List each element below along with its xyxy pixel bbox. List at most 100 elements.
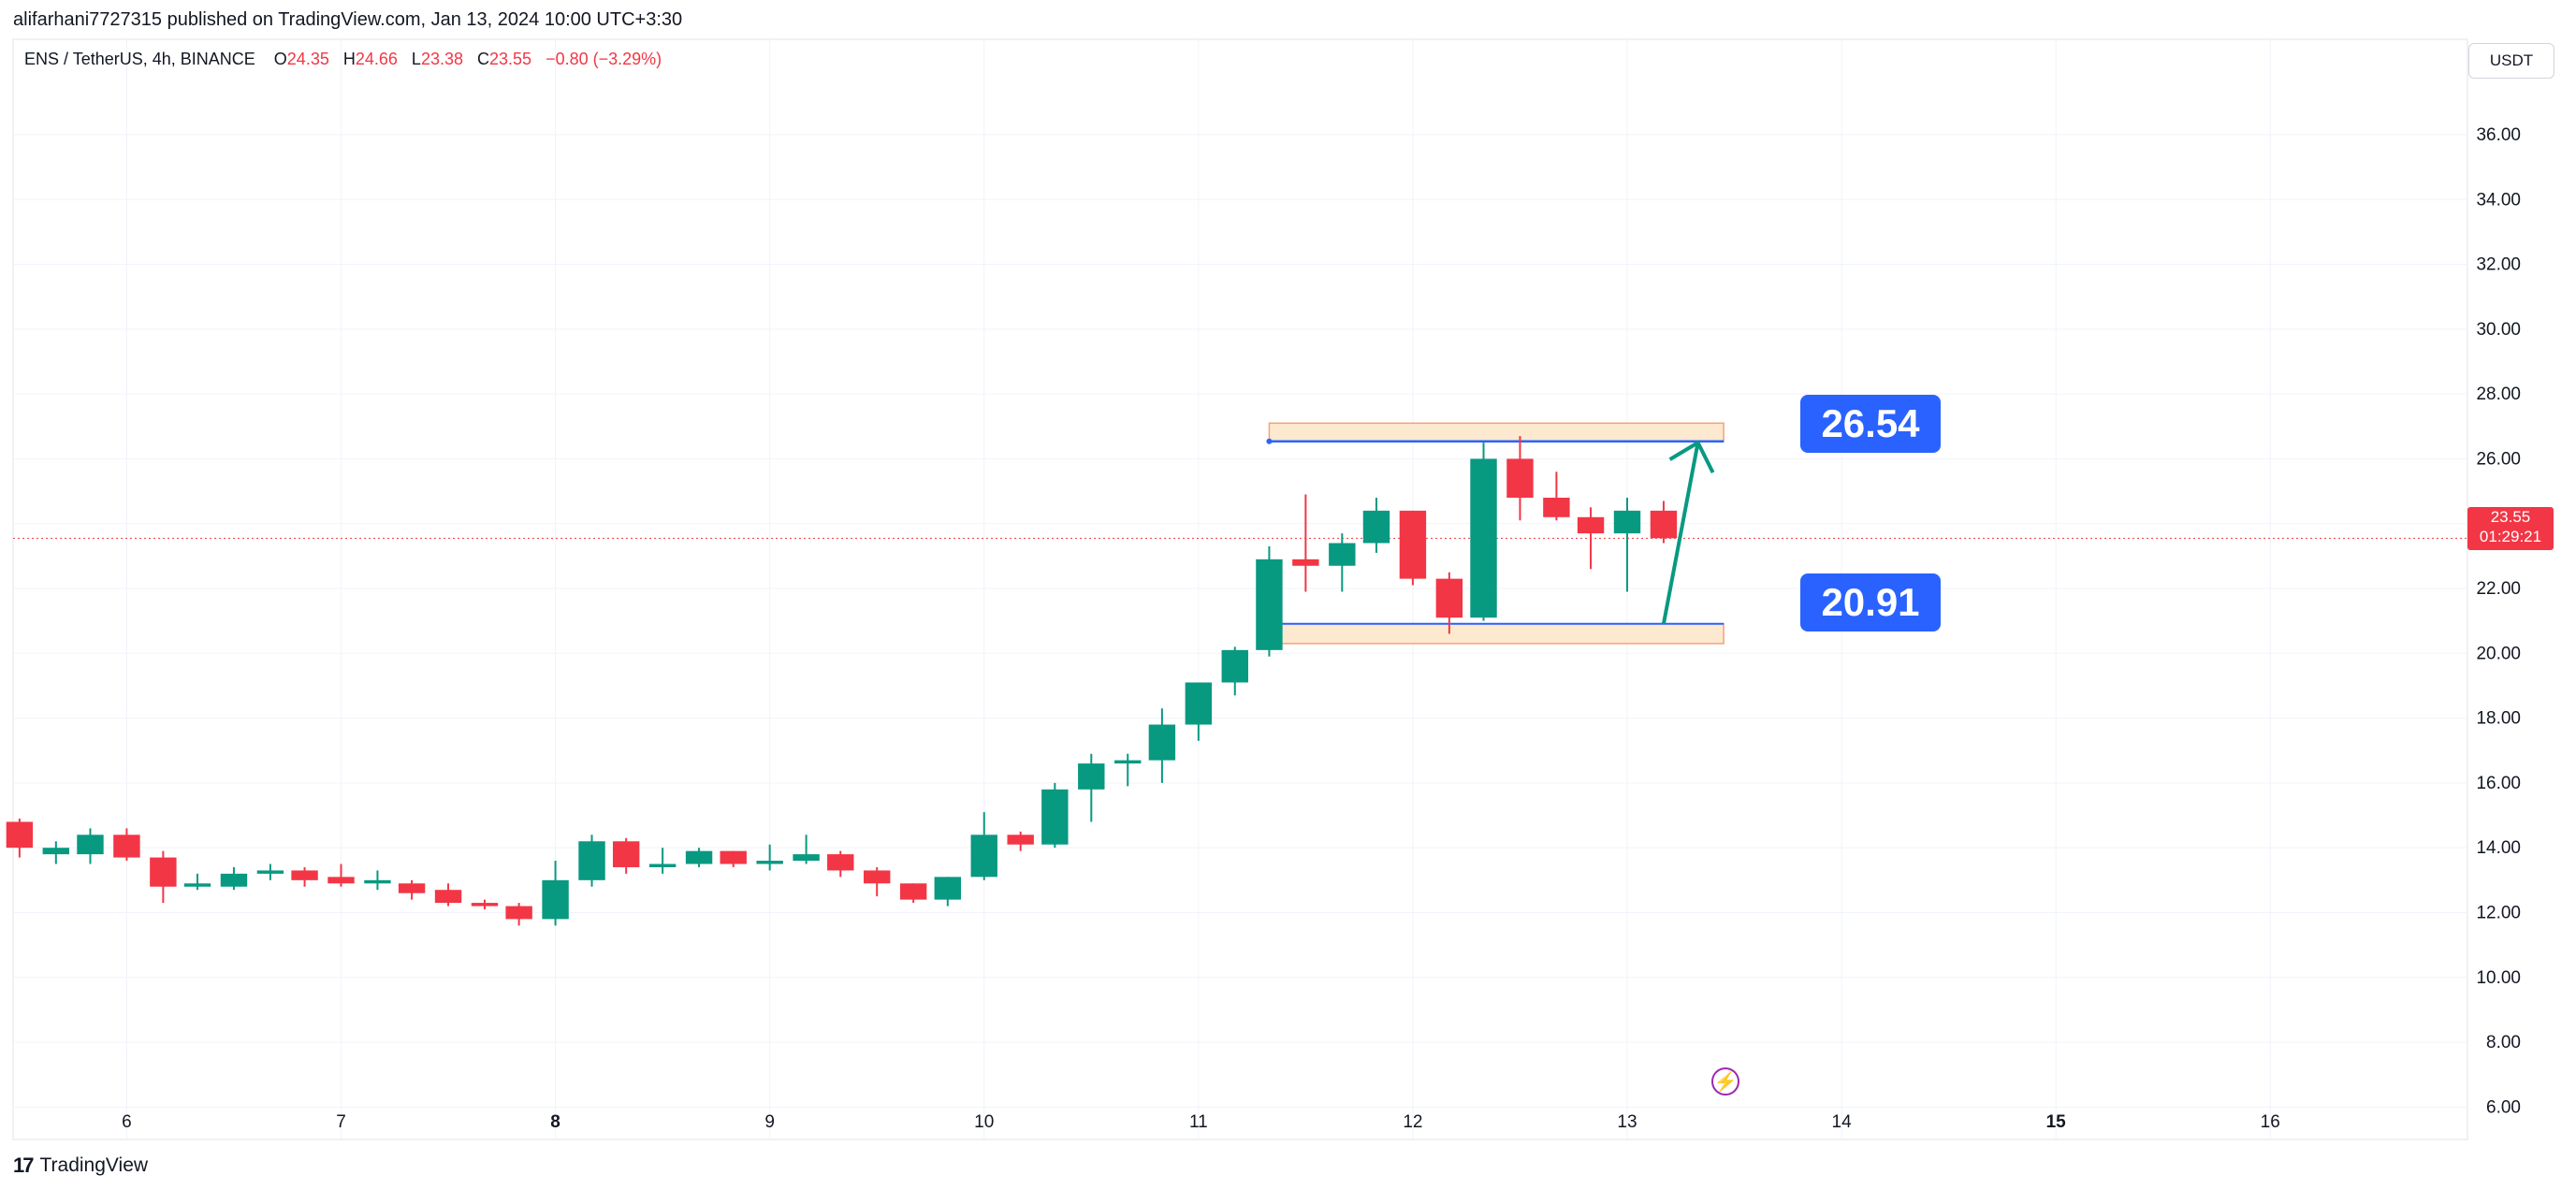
x-tick-label: 15 (2046, 1112, 2067, 1132)
candle-body (398, 883, 426, 893)
y-tick-label: 10.00 (2476, 968, 2521, 988)
y-tick-label: 16.00 (2476, 774, 2521, 793)
last-price-value: 23.55 (2490, 508, 2531, 526)
symbol-name: ENS / TetherUS, 4h, BINANCE (24, 50, 255, 68)
x-tick-label: 11 (1189, 1112, 1208, 1132)
tradingview-logo-icon: 17 (13, 1154, 35, 1177)
y-tick-label: 14.00 (2476, 838, 2521, 858)
y-tick-label: 20.00 (2476, 644, 2521, 663)
y-tick-label: 6.00 (2486, 1097, 2521, 1117)
y-tick-label: 12.00 (2476, 903, 2521, 922)
candle-body (827, 854, 854, 871)
candle-body (327, 877, 355, 884)
candle-body (42, 848, 70, 855)
y-tick-label: 34.00 (2476, 190, 2521, 210)
publisher-line: alifarhani7727315 published on TradingVi… (13, 9, 683, 30)
currency-unit-button[interactable]: USDT (2468, 43, 2554, 79)
lower-zone (1268, 623, 1725, 645)
x-tick-label: 10 (974, 1112, 994, 1132)
candle-body (220, 873, 248, 887)
candle-body (1292, 559, 1319, 566)
lower-level-label[interactable]: 20.91 (1800, 573, 1941, 631)
x-tick-label: 14 (1832, 1112, 1853, 1132)
footer-brand-text: TradingView (39, 1154, 149, 1176)
y-tick-label: 30.00 (2476, 320, 2521, 340)
candle-body (183, 883, 211, 887)
candle-body (113, 834, 140, 858)
x-tick-label: 9 (764, 1112, 775, 1132)
x-tick-label: 7 (336, 1112, 346, 1132)
lightning-icon[interactable]: ⚡ (1711, 1067, 1739, 1096)
candle-body (756, 861, 783, 864)
candle-body (1114, 760, 1142, 764)
last-price-tag: 23.55 01:29:21 (2467, 507, 2554, 550)
y-tick-label: 28.00 (2476, 385, 2521, 404)
y-tick-label: 22.00 (2476, 579, 2521, 599)
candle-body (6, 821, 34, 849)
candle-body (434, 890, 462, 904)
candle-body (970, 834, 997, 878)
candle-body (864, 870, 891, 884)
x-tick-label: 8 (550, 1112, 560, 1132)
candle-body (1185, 682, 1213, 725)
symbol-legend: ENS / TetherUS, 4h, BINANCE O24.35 H24.6… (24, 50, 662, 69)
candle-body (1650, 510, 1678, 539)
x-tick-label: 16 (2261, 1112, 2280, 1132)
candle-body (542, 879, 569, 920)
candle-body (1362, 510, 1390, 544)
candle-body (150, 857, 177, 887)
candle-body (364, 879, 391, 884)
candle-body (1148, 724, 1176, 761)
candle-body (1078, 763, 1105, 790)
candle-body (612, 841, 640, 867)
x-tick-label: 6 (122, 1112, 132, 1132)
upper-level-anchor (1266, 438, 1273, 444)
candle-body (1007, 834, 1034, 845)
high-value: 24.66 (355, 50, 398, 68)
candle-body (77, 834, 104, 855)
close-value: 23.55 (489, 50, 532, 68)
footer-brand: 17 TradingView (13, 1154, 148, 1178)
target-arrow-shaft (1661, 442, 1700, 625)
upper-level-label[interactable]: 26.54 (1800, 395, 1941, 453)
open-label: O (273, 50, 287, 68)
close-label: C (477, 50, 489, 68)
candle-body (1399, 510, 1427, 579)
candle-body (578, 841, 605, 880)
candle-body (505, 906, 532, 920)
x-tick-label: 12 (1403, 1112, 1422, 1132)
x-tick-label: 13 (1617, 1112, 1637, 1132)
change-value: −0.80 (−3.29%) (546, 50, 662, 68)
candle-body (1470, 458, 1497, 618)
candle-body (685, 850, 713, 864)
candle-body (648, 863, 677, 867)
candle-body (256, 870, 284, 874)
open-value: 24.35 (286, 50, 329, 68)
candle-body (1041, 789, 1069, 845)
plot-area (12, 38, 2468, 1140)
candle-body (291, 870, 318, 880)
candle-body (934, 877, 962, 900)
low-label: L (411, 50, 421, 68)
candle-body (1329, 543, 1356, 566)
candle-body (793, 854, 820, 862)
high-label: H (342, 50, 356, 68)
candle-body (899, 883, 927, 900)
candle-body (1221, 649, 1248, 683)
candle-body (1577, 516, 1605, 534)
candle-body (1506, 458, 1534, 499)
candle-body (471, 903, 499, 907)
candle-body (720, 850, 747, 864)
candle-body (1543, 498, 1570, 517)
bar-countdown: 01:29:21 (2479, 528, 2542, 545)
y-tick-label: 36.00 (2476, 125, 2521, 145)
y-tick-label: 32.00 (2476, 255, 2521, 275)
candle-body (1435, 578, 1463, 618)
y-tick-label: 8.00 (2486, 1033, 2521, 1052)
y-tick-label: 26.00 (2476, 449, 2521, 469)
target-arrow-head (1668, 441, 1715, 474)
low-value: 23.38 (420, 50, 463, 68)
candle-body (1256, 559, 1283, 650)
y-tick-label: 18.00 (2476, 709, 2521, 729)
